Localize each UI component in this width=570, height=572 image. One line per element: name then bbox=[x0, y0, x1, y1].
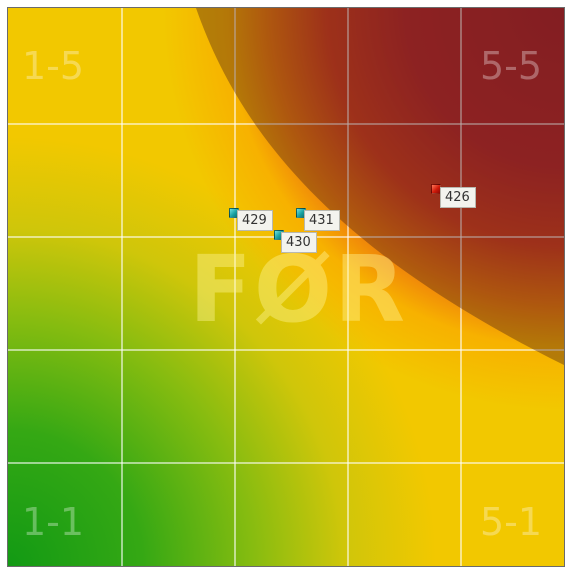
grid-line bbox=[460, 8, 462, 566]
corner-label-top-right: 5-5 bbox=[480, 44, 543, 88]
grid-line bbox=[8, 349, 564, 351]
grid-line bbox=[121, 8, 123, 566]
risk-heatmap-background bbox=[8, 8, 564, 566]
marker-tag-426[interactable]: 426 bbox=[440, 187, 476, 208]
marker-tag-431[interactable]: 431 bbox=[304, 210, 340, 231]
grid-line bbox=[234, 8, 236, 566]
grid-line bbox=[8, 123, 564, 125]
marker-tag-429[interactable]: 429 bbox=[237, 210, 273, 231]
grid-line bbox=[347, 8, 349, 566]
high-risk-zone-overlay bbox=[196, 8, 564, 365]
risk-matrix: 1-5 5-5 1-1 5-1 FØR 429 431 430 426 bbox=[7, 7, 565, 567]
corner-label-top-left: 1-5 bbox=[22, 44, 85, 88]
marker-tag-430[interactable]: 430 bbox=[281, 232, 317, 253]
grid-line bbox=[8, 462, 564, 464]
corner-label-bottom-right: 5-1 bbox=[480, 500, 543, 544]
corner-label-bottom-left: 1-1 bbox=[22, 500, 85, 544]
watermark-label: FØR bbox=[189, 236, 407, 343]
